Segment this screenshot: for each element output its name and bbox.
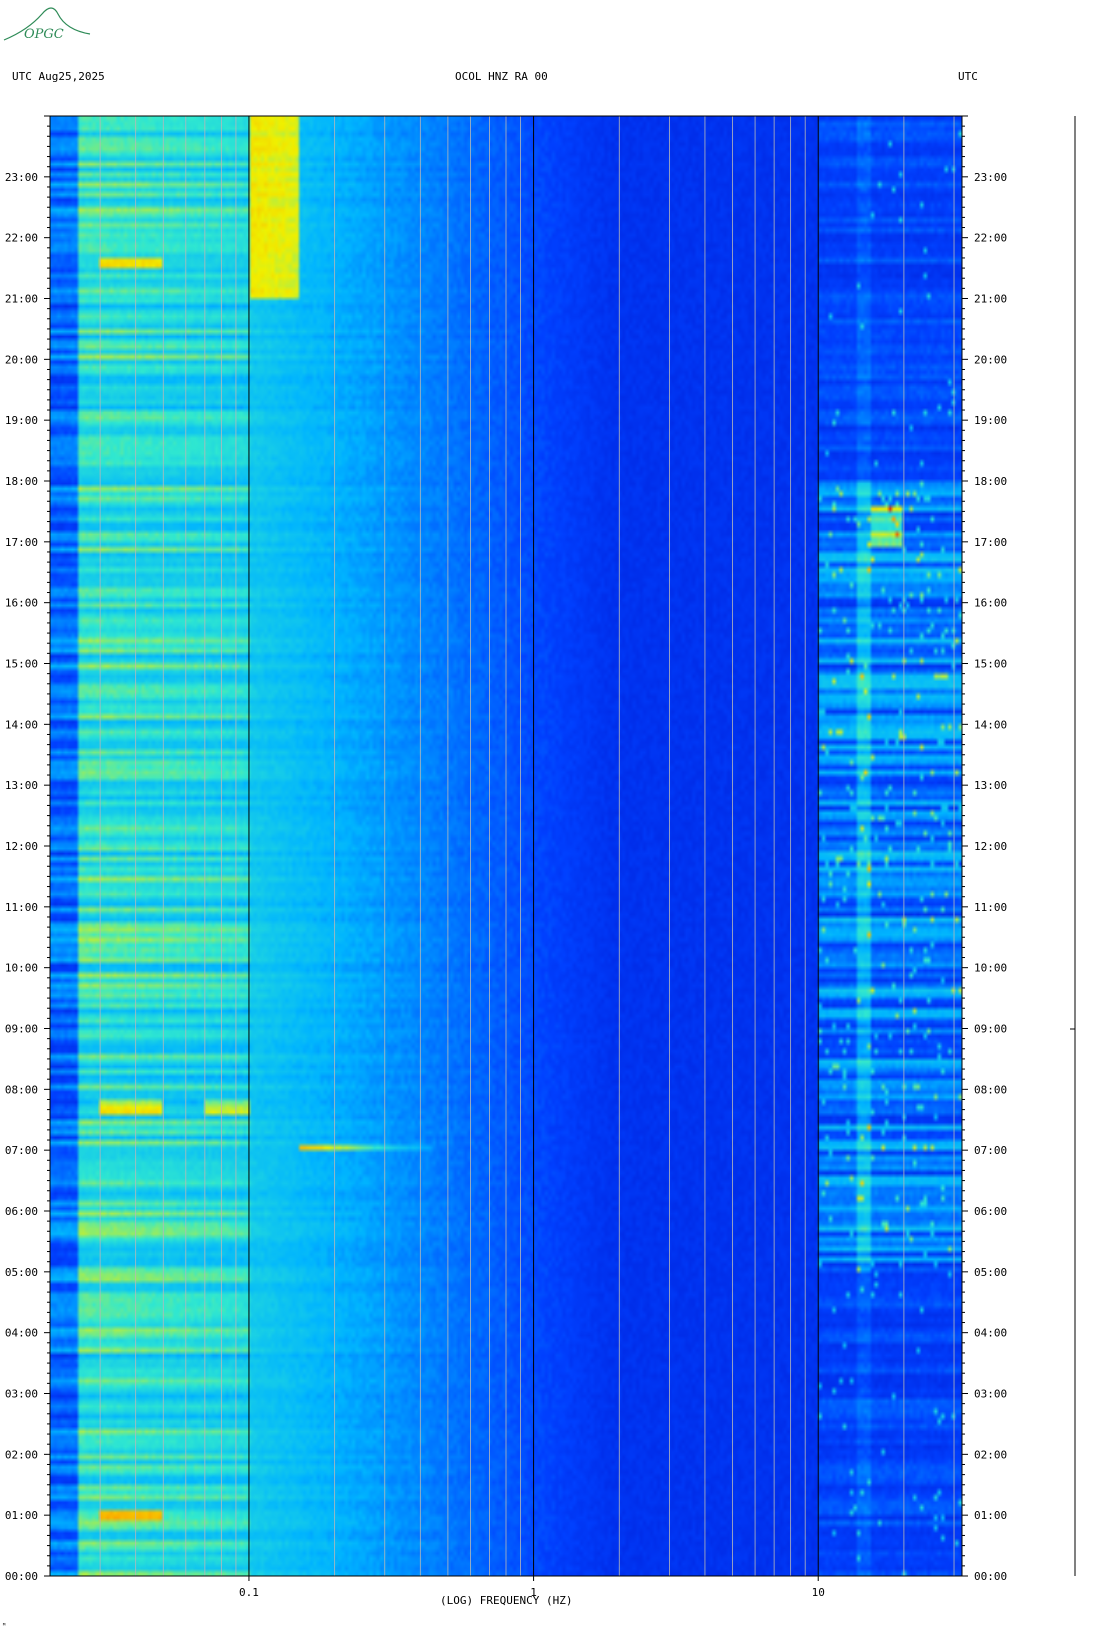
y-tick-label-left: 14:00 [5, 718, 38, 731]
y-tick-label-left: 09:00 [5, 1023, 38, 1036]
y-tick-label-left: 00:00 [5, 1570, 38, 1583]
header-title: OCOL HNZ RA 00 [455, 70, 548, 83]
y-tick-label-left: 13:00 [5, 779, 38, 792]
y-axis-left: 00:00 01:00 02:00 03:00 04:00 05:00 06:00 07:00… [5, 115, 50, 1583]
y-tick-label-left: 02:00 [5, 1448, 38, 1461]
y-tick-label-right: 21:00 [974, 293, 1007, 306]
y-tick-label-right: 17:00 [974, 536, 1007, 549]
y-tick-label-right: 06:00 [974, 1205, 1007, 1218]
opgc-logo: OPGC [3, 7, 91, 42]
y-tick-label-left: 20:00 [5, 353, 38, 366]
x-tick-label: 1 [530, 1586, 537, 1599]
y-tick-label-right: 08:00 [974, 1083, 1007, 1096]
y-tick-label-right: 13:00 [974, 779, 1007, 792]
y-tick-label-left: 03:00 [5, 1388, 38, 1401]
x-axis: 0.1 1 10 [239, 1576, 825, 1599]
y-tick-label-right: 00:00 [974, 1570, 1007, 1583]
y-tick-label-left: 11:00 [5, 901, 38, 914]
y-tick-label-left: 05:00 [5, 1266, 38, 1279]
y-tick-label-right: 18:00 [974, 475, 1007, 488]
y-tick-label-left: 08:00 [5, 1083, 38, 1096]
footer-mark: ᴹ [2, 1622, 7, 1630]
y-tick-label-right: 11:00 [974, 901, 1007, 914]
y-tick-label-right: 03:00 [974, 1388, 1007, 1401]
x-axis-title: (LOG) FREQUENCY (HZ) [440, 1594, 573, 1607]
y-tick-label-right: 12:00 [974, 840, 1007, 853]
grid-lines [99, 116, 955, 1576]
x-tick-label: 10 [812, 1586, 825, 1599]
y-tick-label-right: 02:00 [974, 1448, 1007, 1461]
y-tick-label-right: 19:00 [974, 414, 1007, 427]
y-tick-label-left: 04:00 [5, 1327, 38, 1340]
y-tick-label-right: 14:00 [974, 718, 1007, 731]
y-tick-label-left: 23:00 [5, 171, 38, 184]
y-tick-label-left: 19:00 [5, 414, 38, 427]
y-tick-label-right: 22:00 [974, 232, 1007, 245]
header-right: UTC [958, 70, 978, 83]
y-tick-label-right: 10:00 [974, 962, 1007, 975]
y-tick-label-left: 18:00 [5, 475, 38, 488]
y-tick-label-left: 07:00 [5, 1144, 38, 1157]
header-left: UTC Aug25,2025 [12, 70, 105, 83]
y-tick-label-left: 06:00 [5, 1205, 38, 1218]
y-tick-label-left: 12:00 [5, 840, 38, 853]
logo-volcano-curve [3, 7, 91, 41]
logo-text: OPGC [24, 27, 64, 42]
y-tick-label-right: 20:00 [974, 353, 1007, 366]
y-tick-label-left: 16:00 [5, 597, 38, 610]
y-tick-label-right: 23:00 [974, 171, 1007, 184]
x-tick-label: 0.1 [239, 1586, 259, 1599]
y-tick-label-left: 17:00 [5, 536, 38, 549]
y-tick-label-right: 15:00 [974, 658, 1007, 671]
y-tick-label-right: 05:00 [974, 1266, 1007, 1279]
y-tick-label-right: 04:00 [974, 1327, 1007, 1340]
y-tick-label-left: 15:00 [5, 658, 38, 671]
y-tick-label-right: 09:00 [974, 1023, 1007, 1036]
y-tick-label-left: 01:00 [5, 1509, 38, 1522]
y-tick-label-right: 01:00 [974, 1509, 1007, 1522]
y-tick-label-left: 22:00 [5, 232, 38, 245]
y-tick-label-right: 16:00 [974, 597, 1007, 610]
y-tick-label-left: 21:00 [5, 293, 38, 306]
y-tick-label-right: 07:00 [974, 1144, 1007, 1157]
y-tick-label-left: 10:00 [5, 962, 38, 975]
y-axis-right: 00:00 01:00 02:00 03:00 04:00 05:00 06:00 07:00… [962, 115, 1007, 1583]
